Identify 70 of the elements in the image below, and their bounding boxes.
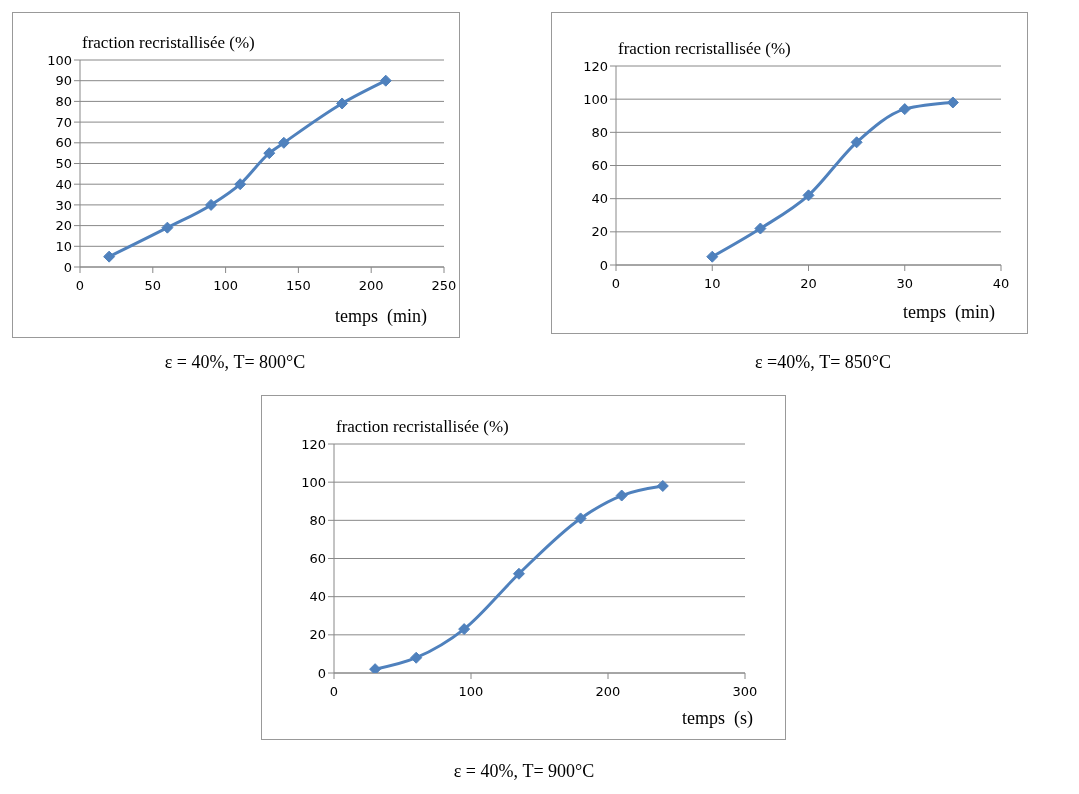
x-tick-label: 30	[896, 276, 914, 292]
y-tick-label: 70	[55, 114, 72, 130]
x-tick-label: 20	[800, 276, 817, 292]
text: ε = 40%, T= 900°C	[452, 761, 596, 782]
point	[410, 651, 423, 664]
x-axis-title: temps (min)	[335, 306, 427, 327]
y-tick-label: 0	[63, 259, 72, 275]
y-tick-label: 20	[309, 627, 326, 643]
text: ε = 40%, T= 800°C	[163, 352, 307, 373]
x-tick-label: 200	[358, 278, 384, 294]
x-tick-label: 150	[285, 278, 311, 294]
x-tick-label: 300	[732, 684, 758, 700]
y-tick-label: 60	[309, 551, 326, 567]
point	[574, 512, 587, 525]
y-tick-label: 0	[599, 257, 608, 273]
x-tick-label: 0	[329, 684, 339, 700]
point	[277, 136, 290, 149]
x-tick-label: 0	[75, 278, 85, 294]
point	[161, 221, 174, 234]
y-tick-label: 120	[583, 58, 608, 74]
x-tick-label: 100	[458, 684, 484, 700]
point	[754, 222, 767, 235]
y-tick-label: 10	[55, 238, 72, 254]
y-tick-label: 90	[55, 73, 72, 89]
y-tick-label: 100	[47, 52, 72, 68]
x-axis-title: temps (min)	[903, 302, 995, 323]
y-tick-label: 20	[591, 224, 608, 240]
y-tick-label: 60	[55, 135, 72, 151]
y-tick-label: 80	[55, 94, 72, 110]
point	[512, 567, 525, 580]
x-tick-label: 100	[213, 278, 239, 294]
x-tick-label: 40	[992, 276, 1010, 292]
x-tick-label: 250	[431, 278, 457, 294]
y-tick-label: 60	[591, 158, 608, 174]
point	[336, 97, 349, 110]
point	[458, 623, 471, 636]
point	[369, 663, 382, 673]
y-tick-label: 100	[301, 474, 326, 490]
point	[379, 74, 392, 87]
y-tick-label: 80	[309, 512, 326, 528]
y-tick-label: 40	[55, 176, 72, 192]
point	[850, 136, 863, 149]
x-tick-label: 0	[611, 276, 621, 292]
y-axis-title: fraction recristallisée (%)	[82, 33, 255, 53]
point	[802, 189, 815, 202]
y-tick-label: 50	[55, 156, 72, 172]
y-tick-label: 40	[591, 191, 608, 207]
point	[656, 479, 669, 492]
y-tick-label: 80	[591, 124, 608, 140]
y-tick-label: 40	[309, 589, 326, 605]
point	[898, 103, 911, 116]
point	[263, 147, 276, 160]
y-axis-title: fraction recristallisée (%)	[618, 39, 791, 59]
y-tick-label: 0	[317, 665, 326, 681]
y-axis-title: fraction recristallisée (%)	[336, 417, 509, 437]
x-tick-label: 200	[595, 684, 621, 700]
point	[103, 250, 116, 263]
x-axis-title: temps (s)	[682, 708, 753, 729]
point	[946, 96, 959, 109]
y-tick-label: 30	[55, 197, 72, 213]
point	[234, 178, 247, 191]
y-tick-label: 100	[583, 91, 608, 107]
point	[205, 198, 218, 211]
x-tick-label: 10	[703, 276, 721, 292]
point	[615, 489, 628, 502]
point	[706, 250, 719, 263]
y-tick-label: 20	[55, 218, 72, 234]
text: ε =40%, T= 850°C	[753, 352, 893, 373]
x-tick-label: 50	[144, 278, 162, 294]
y-tick-label: 120	[301, 436, 326, 452]
